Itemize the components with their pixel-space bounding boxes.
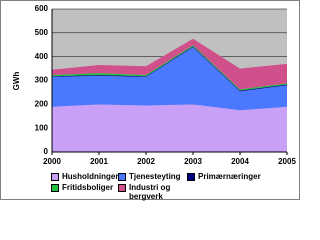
legend-label: Fritidsboliger	[62, 183, 114, 192]
area	[52, 47, 287, 111]
y-tick-label: 400	[35, 52, 49, 61]
y-axis-label: GWh	[12, 72, 21, 91]
legend-swatch	[118, 184, 126, 192]
legend-swatch	[51, 173, 59, 181]
area	[52, 104, 287, 152]
area	[52, 45, 287, 91]
y-tick-label: 100	[35, 123, 49, 132]
x-tick-label: 2001	[90, 157, 108, 166]
x-tick-label: 2004	[231, 157, 249, 166]
y-tick-label: 200	[35, 99, 49, 108]
legend-swatch	[187, 173, 195, 181]
x-tick-label: 2005	[278, 157, 296, 166]
legend-label: Husholdninger	[62, 172, 119, 181]
y-tick-label: 500	[35, 28, 49, 37]
legend-swatch	[51, 184, 59, 192]
legend-swatch	[118, 173, 126, 181]
legend-item: Husholdninger	[51, 172, 119, 181]
legend-item: Primærnæringer	[187, 172, 261, 181]
y-tick-label: 300	[35, 76, 49, 85]
chart: GWh 0 100 200 300 400 500 600 2000 2001 2002 2003 2…	[0, 0, 300, 201]
area	[52, 38, 287, 90]
legend-label: Tjenesteyting	[129, 172, 181, 181]
x-tick-label: 2003	[184, 157, 202, 166]
legend-label: Primærnæringer	[198, 172, 261, 181]
legend-item: Tjenesteyting	[118, 172, 184, 181]
legend-item: Industri og bergverk	[118, 183, 184, 201]
legend-item: Fritidsboliger	[51, 183, 117, 192]
y-tick-label: 600	[35, 4, 49, 13]
area	[52, 46, 287, 92]
plot: GWh 0 100 200 300 400 500 600 2000 2001 2002 2003 2…	[12, 4, 296, 166]
x-tick-label: 2002	[137, 157, 155, 166]
y-tick-label: 0	[44, 147, 49, 156]
x-tick-label: 2000	[43, 157, 61, 166]
legend-label: Industri og bergverk	[129, 183, 171, 201]
